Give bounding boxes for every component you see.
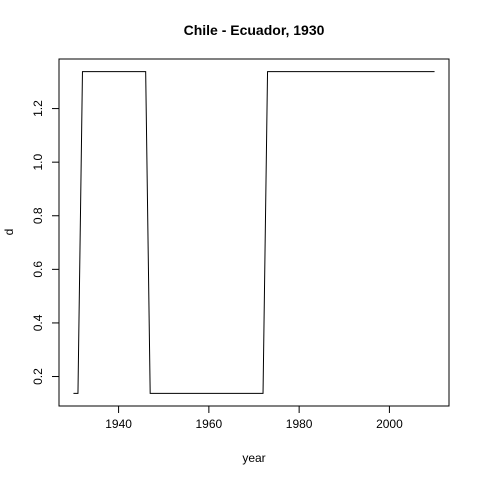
y-axis-label: d [2, 229, 16, 236]
y-tick-label: 1.0 [31, 153, 45, 170]
x-tick-label: 2000 [376, 417, 403, 431]
y-tick-label: 1.2 [31, 100, 45, 117]
y-tick-label: 0.8 [31, 207, 45, 224]
y-tick-label: 0.4 [31, 314, 45, 331]
series-line [73, 71, 435, 394]
x-axis: 1940 1960 1980 2000 [105, 406, 403, 431]
y-axis: 0.2 0.4 0.6 0.8 1.0 1.2 [31, 100, 59, 385]
x-tick-label: 1940 [105, 417, 132, 431]
plot-frame [58, 58, 450, 407]
x-axis-label: year [242, 451, 265, 465]
x-tick-label: 1980 [286, 417, 313, 431]
y-tick-label: 0.6 [31, 261, 45, 278]
chart-title: Chile - Ecuador, 1930 [184, 22, 325, 38]
x-tick-label: 1960 [196, 417, 223, 431]
y-tick-label: 0.2 [31, 368, 45, 385]
